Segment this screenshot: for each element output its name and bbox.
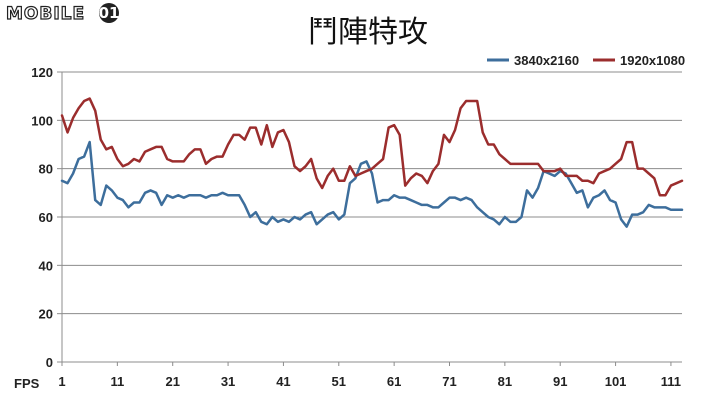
series-line-3840x2160 — [60, 140, 684, 228]
logo-badge-text: 01 — [99, 4, 120, 22]
y-tick-label-120: 120 — [31, 65, 53, 80]
logo-badge-circle — [99, 3, 119, 23]
x-tick-label-31: 31 — [221, 374, 235, 389]
y-tick-label-80: 80 — [39, 162, 53, 177]
x-tick-label-61: 61 — [387, 374, 401, 389]
x-tick-label-21: 21 — [165, 374, 179, 389]
x-tick-label-1: 1 — [58, 374, 65, 389]
logo-wordmark: MOBILE — [6, 4, 85, 24]
x-tick-label-51: 51 — [332, 374, 346, 389]
legend-label-3840x2160: 3840x2160 — [514, 53, 579, 68]
mobile01-logo: MOBILE 01 — [5, 3, 120, 24]
y-tick-label-100: 100 — [31, 113, 53, 128]
legend-label-1920x1080: 1920x1080 — [620, 53, 685, 68]
y-axis-label: FPS — [14, 376, 40, 391]
y-tick-label-0: 0 — [46, 355, 53, 370]
x-tick-label-81: 81 — [498, 374, 512, 389]
series-layer — [60, 97, 684, 228]
y-tick-label-20: 20 — [39, 307, 53, 322]
x-tick-label-41: 41 — [276, 374, 290, 389]
x-tick-label-71: 71 — [442, 374, 456, 389]
x-tick-label-11: 11 — [110, 374, 124, 389]
x-tick-label-91: 91 — [553, 374, 567, 389]
x-axis-ticks: 1 11 21 31 41 51 61 71 81 91 101 111 — [58, 362, 681, 389]
x-tick-label-111: 111 — [661, 374, 681, 389]
x-tick-label-101: 101 — [605, 374, 627, 389]
y-tick-label-40: 40 — [39, 258, 53, 273]
chart-title: 鬥陣特攻 — [308, 15, 428, 50]
y-axis-ticks: 0 20 40 60 80 100 120 — [31, 65, 62, 370]
y-tick-label-60: 60 — [39, 210, 53, 225]
legend: 3840x2160 1920x1080 — [487, 53, 685, 68]
series-line-1920x1080 — [60, 97, 684, 197]
